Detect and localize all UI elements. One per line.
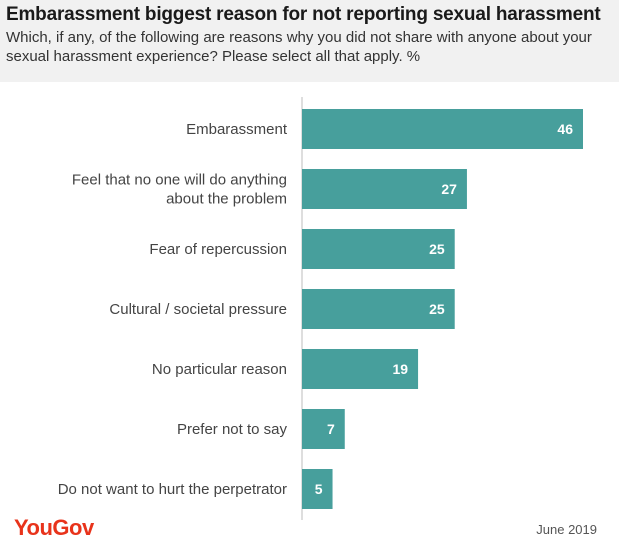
- data-label: 7: [327, 421, 335, 437]
- bar: [302, 169, 467, 209]
- category-label: Feel that no one will do anything about t…: [72, 172, 287, 208]
- chart-header: Embarassment biggest reason for not repo…: [0, 0, 619, 82]
- category-label: Embarassment: [186, 121, 288, 138]
- source-date: June 2019: [536, 522, 597, 537]
- data-label: 25: [429, 301, 445, 317]
- bar: [302, 229, 455, 269]
- category-label: No particular reason: [152, 361, 287, 378]
- category-label: Cultural / societal pressure: [109, 301, 287, 318]
- category-label: Prefer not to say: [177, 421, 288, 438]
- bar: [302, 469, 333, 509]
- chart-subtitle: Which, if any, of the following are reas…: [6, 29, 592, 65]
- bar: [302, 349, 419, 389]
- bar: [302, 409, 345, 449]
- bar: [302, 109, 583, 149]
- data-label: 27: [441, 181, 457, 197]
- category-label: Fear of repercussion: [149, 241, 287, 258]
- data-label: 19: [392, 361, 408, 377]
- chart-title: Embarassment biggest reason for not repo…: [6, 4, 601, 25]
- category-label: Do not want to hurt the perpetrator: [58, 481, 287, 498]
- yougov-logo: YouGov: [14, 515, 94, 540]
- data-label: 5: [315, 481, 323, 497]
- data-label: 25: [429, 241, 445, 257]
- bar: [302, 289, 455, 329]
- data-label: 46: [557, 121, 573, 137]
